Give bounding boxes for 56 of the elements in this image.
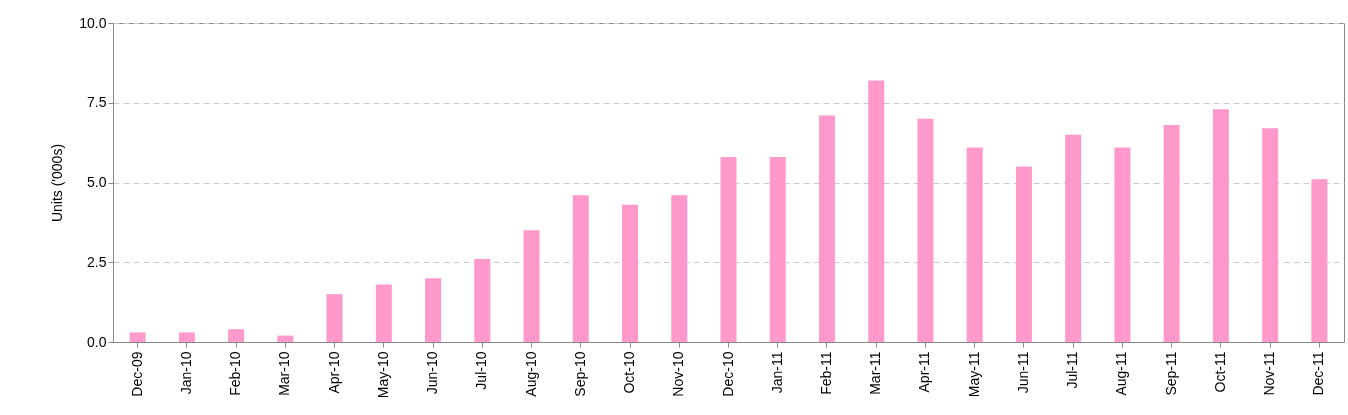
x-tick-label: Jan-10: [177, 351, 194, 395]
x-tick-label: Dec-09: [128, 351, 145, 397]
x-tick-label: Dec-11: [1310, 351, 1327, 396]
bar: [1015, 166, 1032, 342]
bar: [523, 230, 540, 342]
bar: [769, 156, 786, 342]
y-tick-label: 7.5: [87, 94, 107, 111]
bar: [228, 329, 245, 342]
x-tick-label: Feb-10: [227, 351, 244, 396]
bar: [1114, 147, 1131, 342]
y-axis-title: Units ('000s): [49, 143, 66, 223]
x-tick-label: Feb-11: [817, 351, 834, 395]
x-tick-label: Jun-11: [1014, 351, 1031, 394]
x-tick-label: May-11: [965, 351, 982, 398]
x-tick-label: Nov-10: [670, 351, 687, 397]
x-tick-label: Mar-10: [276, 351, 293, 396]
bar: [474, 259, 491, 342]
bar: [277, 335, 294, 342]
x-tick-label: Nov-11: [1261, 351, 1278, 396]
bar: [1262, 128, 1279, 342]
x-tick-label: Jun-10: [424, 351, 441, 395]
y-tick-label: 2.5: [87, 253, 107, 270]
x-tick-label: Sep-10: [571, 351, 588, 397]
bar: [671, 195, 688, 342]
bar: [966, 147, 983, 342]
x-tick-label: Mar-11: [867, 351, 884, 395]
bar: [129, 332, 146, 342]
bar: [1065, 134, 1082, 342]
x-tick-label: Apr-11: [916, 351, 933, 393]
bar: [1212, 109, 1229, 342]
x-tick-label: Oct-10: [621, 351, 638, 394]
bar: [375, 284, 392, 342]
bar: [868, 80, 885, 342]
y-tick-label: 10.0: [79, 14, 107, 31]
bar: [425, 278, 442, 342]
x-tick-label: Apr-10: [325, 351, 342, 394]
x-tick-label: Dec-10: [719, 351, 736, 397]
x-tick-label: Jan-11: [768, 351, 785, 394]
x-tick-label: Jul-11: [1064, 351, 1081, 389]
x-tick-label: Aug-10: [522, 351, 539, 397]
x-tick-label: May-10: [374, 351, 391, 399]
bar: [572, 195, 589, 342]
bar: [622, 204, 639, 342]
bar: [818, 115, 835, 342]
x-tick-label: Jul-10: [473, 351, 490, 390]
x-tick-label: Aug-11: [1113, 351, 1130, 396]
bar: [917, 118, 934, 342]
y-tick-label: 5.0: [87, 174, 107, 190]
bar: [326, 294, 343, 342]
bar: [1311, 179, 1328, 342]
bar: [1163, 125, 1180, 342]
bar: [720, 156, 737, 342]
bar: [178, 332, 195, 342]
x-tick-label: Oct-11: [1211, 351, 1228, 393]
y-tick-label: 0.0: [87, 333, 107, 350]
x-tick-label: Sep-11: [1162, 351, 1179, 396]
